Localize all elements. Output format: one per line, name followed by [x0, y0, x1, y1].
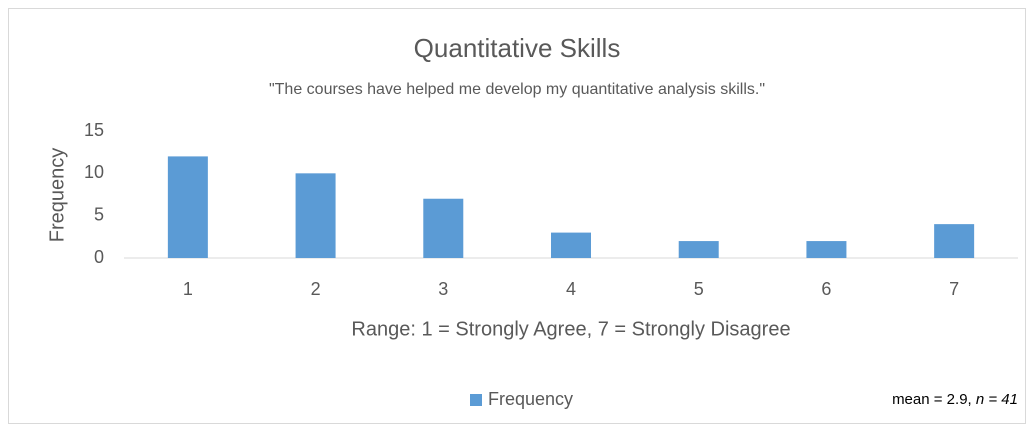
- bar: [167, 156, 208, 258]
- x-tick-label: 5: [694, 279, 704, 299]
- x-tick-label: 1: [183, 279, 193, 299]
- x-tick-label: 6: [821, 279, 831, 299]
- y-tick-label: 5: [94, 204, 104, 224]
- chart-border: [8, 8, 1026, 424]
- y-tick-label: 15: [84, 120, 104, 140]
- x-tick-label: 2: [311, 279, 321, 299]
- annotation-text: n = 41: [976, 391, 1018, 408]
- x-tick-label: 3: [438, 279, 448, 299]
- chart-subtitle: "The courses have helped me develop my q…: [269, 81, 765, 98]
- bar: [295, 173, 336, 258]
- x-axis-label: Range: 1 = Strongly Agree, 7 = Strongly …: [351, 318, 790, 340]
- x-tick-label: 4: [566, 279, 576, 299]
- annotation-text: mean = 2.9,: [892, 391, 976, 408]
- y-tick-label: 0: [94, 247, 104, 267]
- bar: [678, 241, 719, 258]
- x-tick-label: 7: [949, 279, 959, 299]
- legend-swatch: [470, 394, 482, 406]
- bar: [551, 232, 591, 258]
- bar: [934, 224, 975, 258]
- legend-label: Frequency: [488, 389, 573, 409]
- y-tick-label: 10: [84, 162, 104, 182]
- annotation: mean = 2.9, n = 41: [892, 391, 1018, 408]
- y-axis-label: Frequency: [46, 148, 68, 243]
- bar: [423, 198, 464, 258]
- chart-title: Quantitative Skills: [414, 33, 621, 63]
- bar: [806, 241, 847, 258]
